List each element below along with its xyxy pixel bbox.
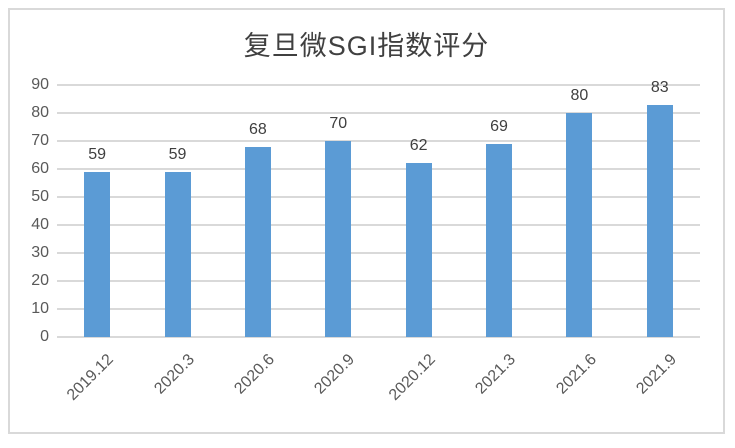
y-axis-tick-label: 20 [31,272,49,289]
bar [244,146,271,337]
x-axis-tick-label: 2021.3 [472,351,520,398]
bar-value-label: 80 [570,87,589,104]
x-axis-tick-label: 2020.6 [231,351,278,398]
bar [84,171,111,337]
x-axis-tick-label: 2020.9 [311,351,359,398]
bar-value-label: 59 [168,145,187,163]
bar [164,171,191,337]
y-axis-tick-label: 50 [31,188,49,205]
y-axis-tick-label: 60 [31,160,49,177]
gridline [57,336,700,338]
x-axis-tick-label: 2019.12 [64,351,118,404]
y-axis-tick-label: 70 [31,132,49,149]
plot-area: 0 10 20 30 40 50 60 70 80 90 2019.12 2020.3 2020.6 20… [31,76,700,404]
gridline [57,308,700,310]
bar-value-label: 69 [490,117,508,135]
bar-value-label: 83 [650,78,669,96]
gridline [57,168,700,170]
x-axis-tick-label: 2021.9 [633,351,680,398]
bar [486,143,513,337]
y-axis-tick-label: 10 [31,300,49,317]
chart-title: 复旦微SGI指数评分 [243,31,490,61]
y-axis-tick-label: 80 [31,104,49,121]
y-axis-tick-label: 40 [31,216,49,233]
bar [566,113,593,337]
x-axis: 2019.12 2020.3 2020.6 2020.9 2020.12 2021.3 20… [57,337,700,427]
y-axis-tick-label: 30 [31,244,49,261]
bar [325,141,352,337]
gridline [57,112,700,114]
chart-frame: 复旦微SGI指数评分 0 10 20 30 40 50 60 70 80 90 2019.12 202… [8,8,725,434]
x-axis-tick-label: 2020.3 [150,351,198,398]
bar-value-label: 70 [329,115,348,132]
gridline [57,252,700,254]
gridline [57,140,700,142]
bar-value-label: 68 [249,120,267,138]
bar-value-label: 62 [409,137,428,155]
y-axis-tick-label: 90 [31,76,49,93]
gridline [57,280,700,282]
x-axis-tick-label: 2021.6 [552,351,600,398]
bar [646,104,673,337]
bar-value-label: 59 [88,145,107,163]
y-axis-tick-label: 0 [40,328,49,345]
bar [405,163,432,337]
gridline [57,224,700,226]
x-axis-tick-label: 2020.12 [385,351,439,404]
gridline [57,84,700,87]
gridline [57,196,700,198]
